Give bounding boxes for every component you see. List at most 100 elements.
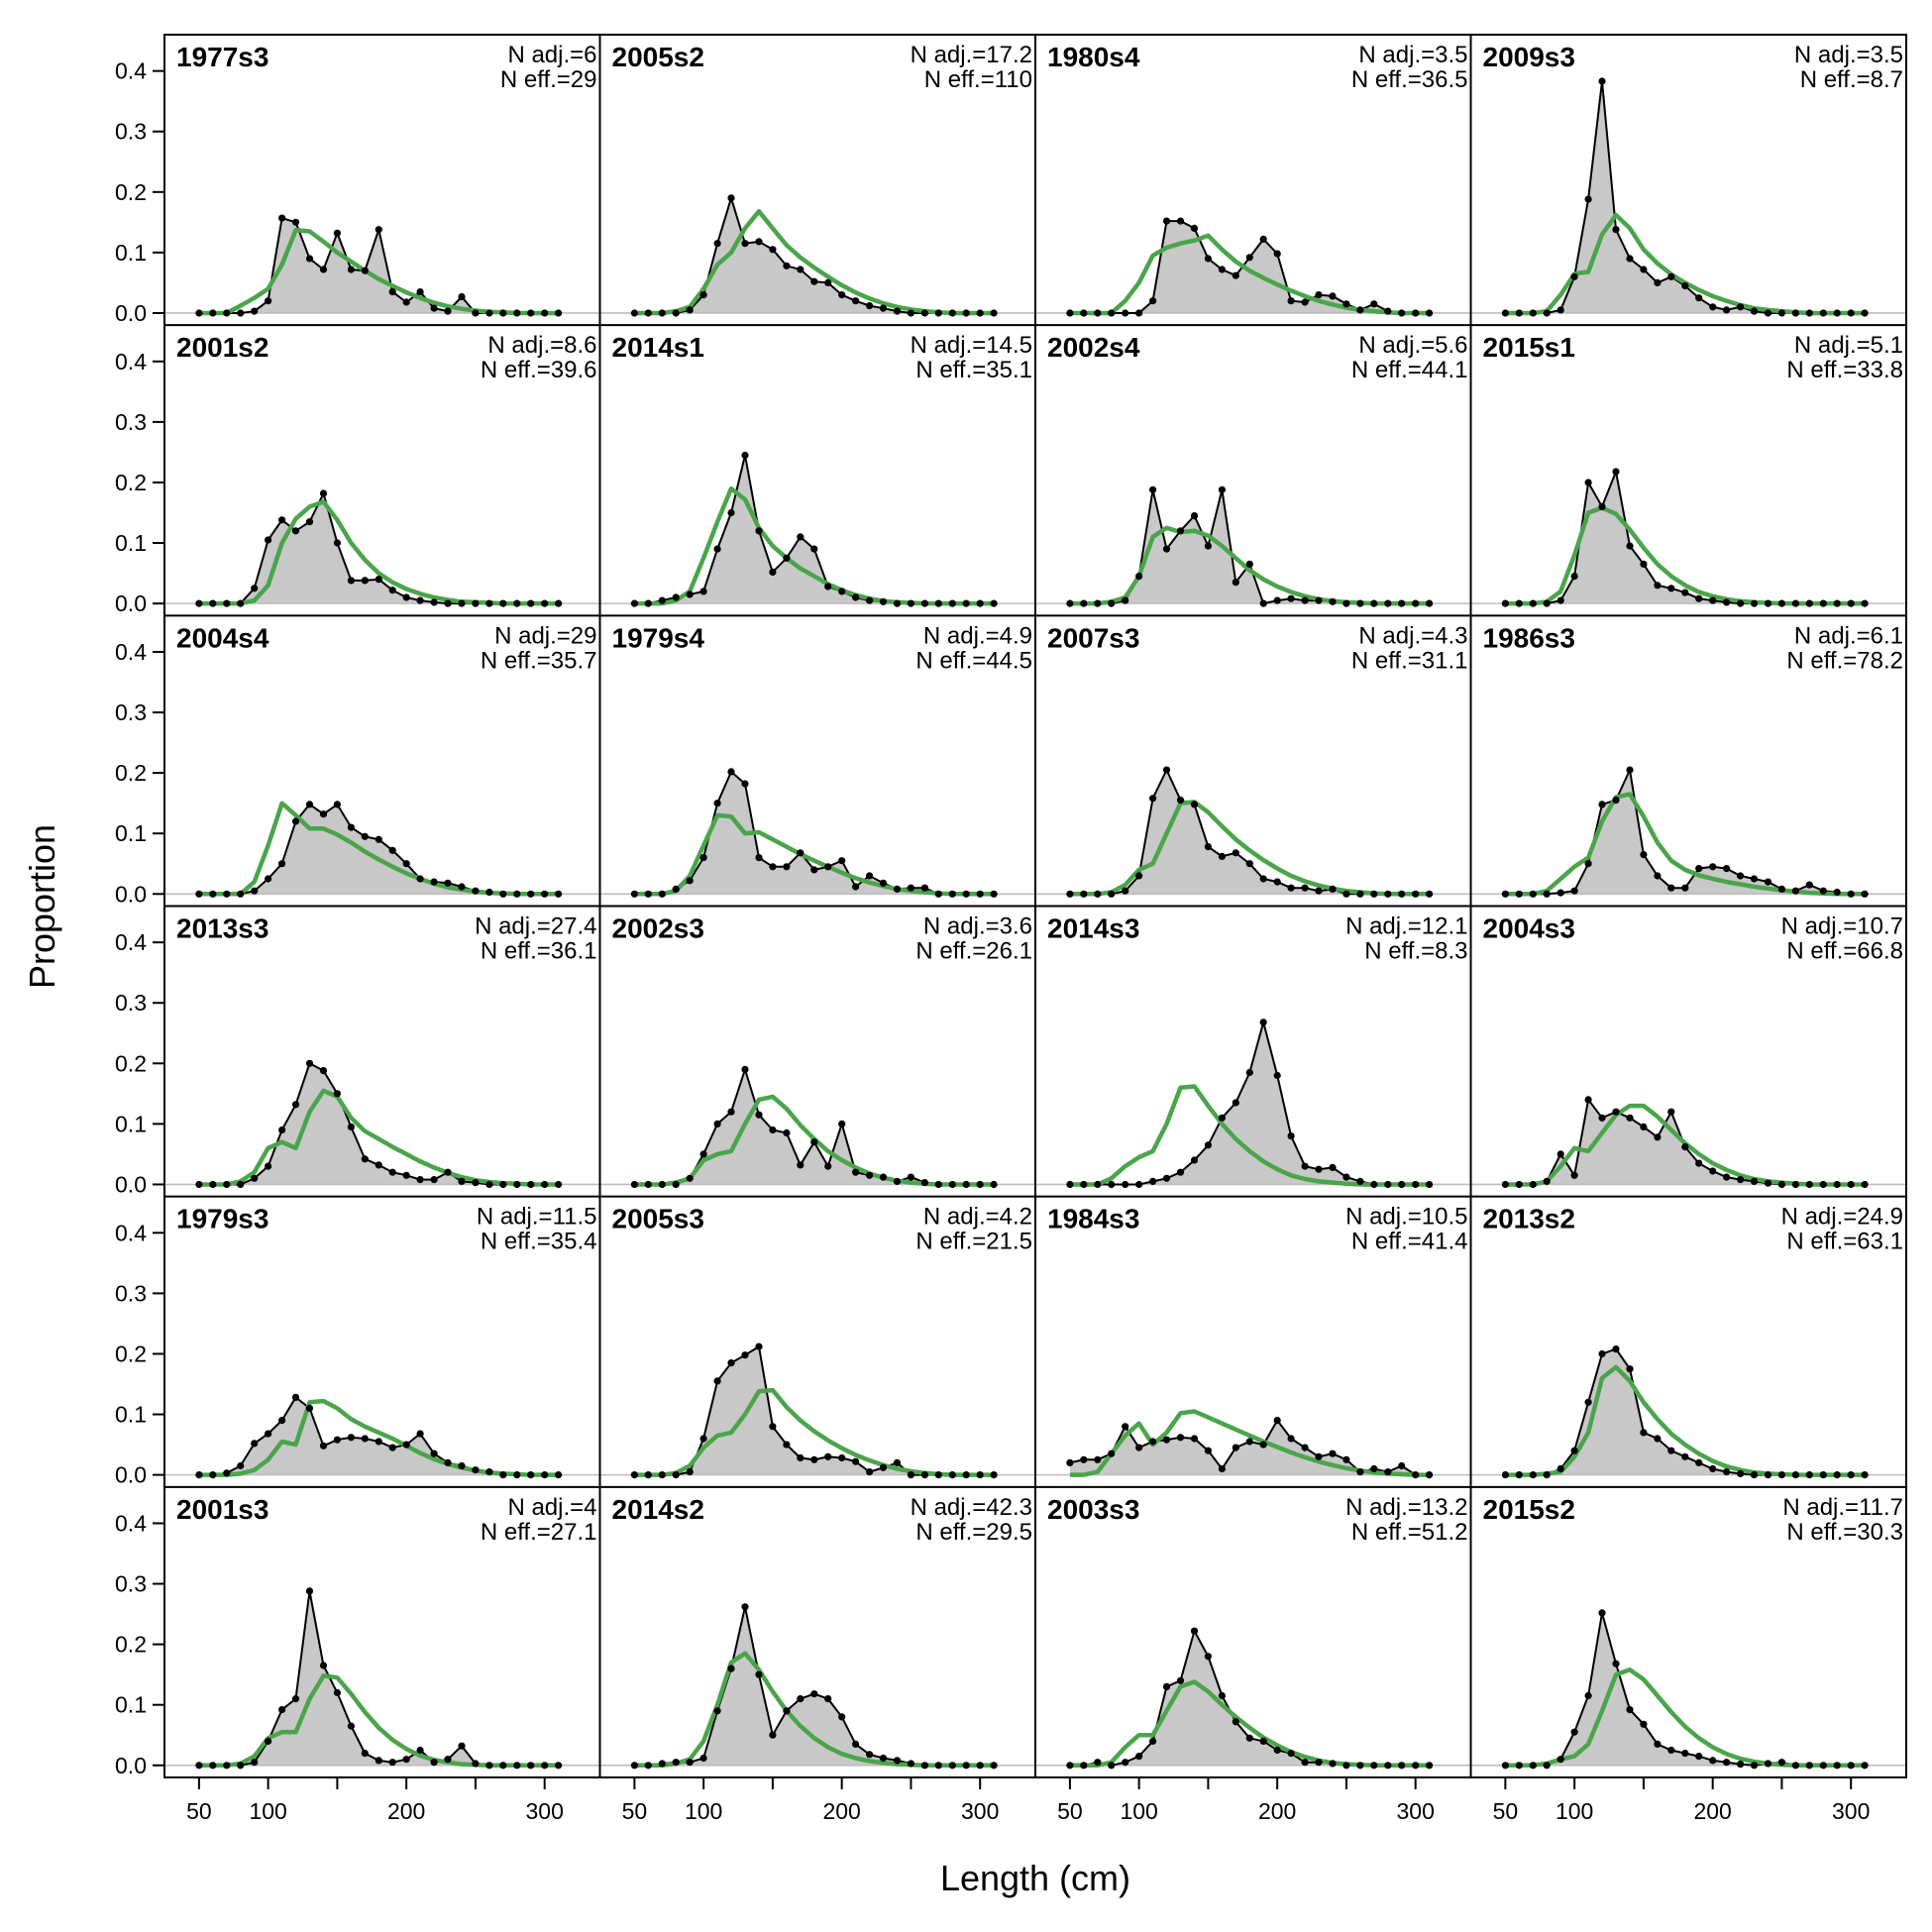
observed-point	[1356, 1762, 1364, 1770]
expected-line	[198, 228, 559, 316]
observed-point	[1259, 1019, 1267, 1026]
observed-point	[265, 536, 272, 544]
observed-point	[1612, 1345, 1620, 1353]
observed-point	[699, 1754, 707, 1763]
observed-point	[444, 1756, 452, 1764]
observed-point	[1598, 801, 1606, 808]
observed-point	[223, 599, 231, 607]
observed-point	[713, 1377, 721, 1385]
panel-1979s3: 1979s3 N adj.=11.5N eff.=35.4	[164, 1204, 600, 1479]
observed-point	[444, 1168, 452, 1176]
observed-point	[458, 599, 466, 607]
observed-point	[1301, 1444, 1309, 1451]
y-tick-label: 0.0	[115, 881, 147, 907]
observed-point	[485, 888, 493, 897]
observed-point	[1501, 1180, 1509, 1189]
observed-point	[1777, 1759, 1785, 1767]
x-tick-label: 200	[387, 1798, 425, 1824]
x-axis-title: Length (cm)	[940, 1858, 1130, 1898]
observed-point	[1695, 1753, 1703, 1761]
panel-n-adj: N adj.=17.2	[911, 42, 1032, 68]
observed-point	[686, 877, 694, 885]
expected-line	[198, 801, 559, 897]
observed-point	[893, 599, 902, 607]
observed-point	[1108, 1449, 1116, 1457]
observed-point	[388, 1759, 396, 1767]
observed-point	[920, 884, 929, 892]
expected-line	[1069, 800, 1430, 897]
observed-point	[305, 1587, 314, 1595]
observed-point	[305, 518, 314, 526]
observed-point	[291, 527, 300, 535]
observed-point	[866, 596, 874, 604]
observed-point	[630, 1762, 639, 1770]
observed-point	[1584, 1691, 1592, 1700]
observed-point	[1515, 309, 1523, 317]
y-tick-label: 0.3	[115, 699, 147, 725]
observed-point	[1833, 1762, 1841, 1770]
expected-line	[1069, 1409, 1430, 1477]
observed-point	[920, 1179, 929, 1187]
observed-point	[347, 1123, 355, 1130]
panel-n-eff: N eff.=41.4	[1351, 1229, 1468, 1255]
panel-n-eff: N eff.=39.6	[481, 357, 597, 383]
observed-point	[278, 860, 286, 868]
observed-point	[223, 309, 231, 317]
panel-label: 2003s3	[1047, 1494, 1139, 1525]
observed-point	[1066, 1180, 1074, 1189]
observed-point	[630, 309, 639, 317]
y-tick-label: 0.2	[115, 179, 147, 205]
observed-point	[1426, 599, 1434, 607]
observed-point	[1723, 865, 1731, 873]
x-tick-label: 200	[1258, 1798, 1296, 1824]
observed-point	[265, 1430, 272, 1438]
observed-point	[1819, 309, 1827, 317]
observed-point	[1556, 596, 1564, 604]
panel-2004s4: 2004s4 N adj.=29N eff.=35.7	[164, 622, 600, 898]
observed-area	[1505, 1099, 1866, 1185]
observed-point	[783, 554, 791, 562]
observed-point	[1654, 278, 1662, 286]
observed-point	[1723, 1468, 1731, 1476]
observed-point	[1737, 1176, 1745, 1184]
panel-n-adj: N adj.=42.3	[911, 1494, 1032, 1521]
observed-point	[1094, 1455, 1102, 1463]
observed-point	[1287, 1750, 1295, 1758]
observed-point	[990, 1471, 998, 1479]
observed-point	[319, 1067, 328, 1075]
y-tick-label: 0.0	[115, 590, 147, 616]
observed-point	[962, 890, 970, 898]
observed-point	[1245, 1438, 1253, 1446]
observed-point	[1301, 1759, 1309, 1767]
panel-label: 2007s3	[1047, 622, 1139, 653]
observed-point	[1819, 599, 1827, 607]
observed-point	[1667, 1746, 1675, 1755]
observed-point	[1329, 292, 1337, 300]
observed-point	[1833, 1471, 1841, 1479]
observed-point	[527, 599, 535, 607]
observed-point	[1066, 1458, 1074, 1466]
panel-2013s2: 2013s2 N adj.=24.9N eff.=63.1	[1470, 1204, 1906, 1479]
observed-point	[741, 451, 749, 460]
observed-point	[1190, 1627, 1199, 1635]
observed-point	[1094, 309, 1102, 317]
observed-point	[1764, 1760, 1772, 1768]
expected-line	[1069, 525, 1430, 606]
observed-point	[810, 1138, 818, 1146]
observed-point	[1384, 1762, 1392, 1770]
observed-point	[1529, 1762, 1537, 1770]
observed-point	[658, 1471, 666, 1479]
observed-point	[1176, 527, 1185, 535]
observed-point	[783, 1128, 791, 1137]
expected-line	[1505, 505, 1866, 606]
observed-point	[237, 1180, 245, 1189]
panel-2005s2: 2005s2 N adj.=17.2N eff.=110	[599, 42, 1035, 317]
observed-point	[838, 857, 846, 865]
observed-point	[1315, 596, 1323, 604]
observed-point	[1245, 1734, 1253, 1742]
observed-point	[1543, 1177, 1551, 1185]
observed-point	[1750, 875, 1759, 883]
observed-point	[838, 588, 846, 595]
observed-point	[1080, 309, 1088, 317]
